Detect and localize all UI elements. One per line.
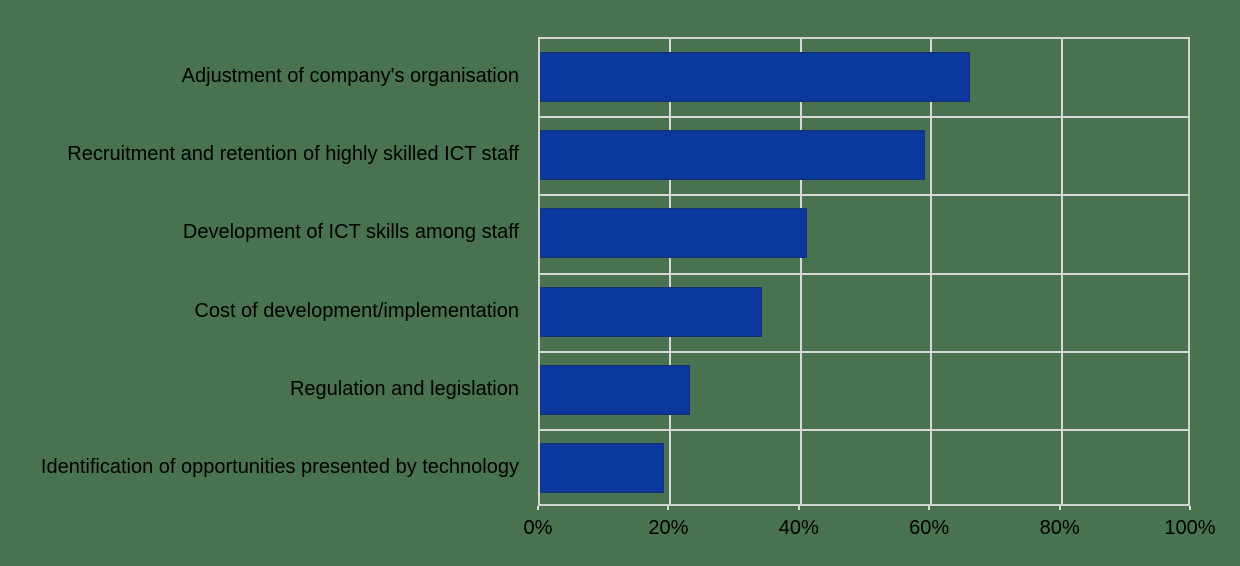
axis-tick: [1058, 506, 1061, 510]
gridline-vertical: [1060, 39, 1063, 504]
category-label: Regulation and legislation: [289, 377, 519, 400]
bar: [540, 364, 690, 415]
x-tick-label: 20%: [648, 517, 689, 539]
axis-tick: [1189, 506, 1191, 510]
x-tick-label: 0%: [523, 517, 553, 539]
category-label: Identification of opportunities presente…: [40, 455, 519, 478]
axis-tick: [797, 506, 800, 510]
x-tick-label: 40%: [778, 517, 819, 539]
band-separator: [540, 350, 1188, 353]
band-separator: [540, 428, 1188, 431]
bar: [540, 442, 664, 493]
plot-area: [538, 37, 1190, 506]
bar: [540, 52, 971, 103]
x-tick-label: 80%: [1039, 517, 1080, 539]
category-label: Adjustment of company's organisation: [181, 65, 519, 88]
gridline-vertical: [930, 39, 933, 504]
band-separator: [540, 194, 1188, 197]
gridline-vertical: [669, 39, 672, 504]
category-label: Development of ICT skills among staff: [182, 221, 519, 244]
x-tick-label: 100%: [1164, 517, 1216, 539]
gridline-vertical: [799, 39, 802, 504]
category-label: Cost of development/implementation: [194, 299, 519, 322]
category-label: Recruitment and retention of highly skil…: [67, 143, 519, 166]
axis-tick: [928, 506, 931, 510]
band-separator: [540, 272, 1188, 275]
band-separator: [540, 116, 1188, 119]
x-tick-label: 60%: [909, 517, 950, 539]
bar: [540, 208, 808, 259]
bar: [540, 130, 925, 181]
axis-tick: [667, 506, 670, 510]
axis-tick: [537, 506, 539, 510]
bar: [540, 286, 762, 337]
